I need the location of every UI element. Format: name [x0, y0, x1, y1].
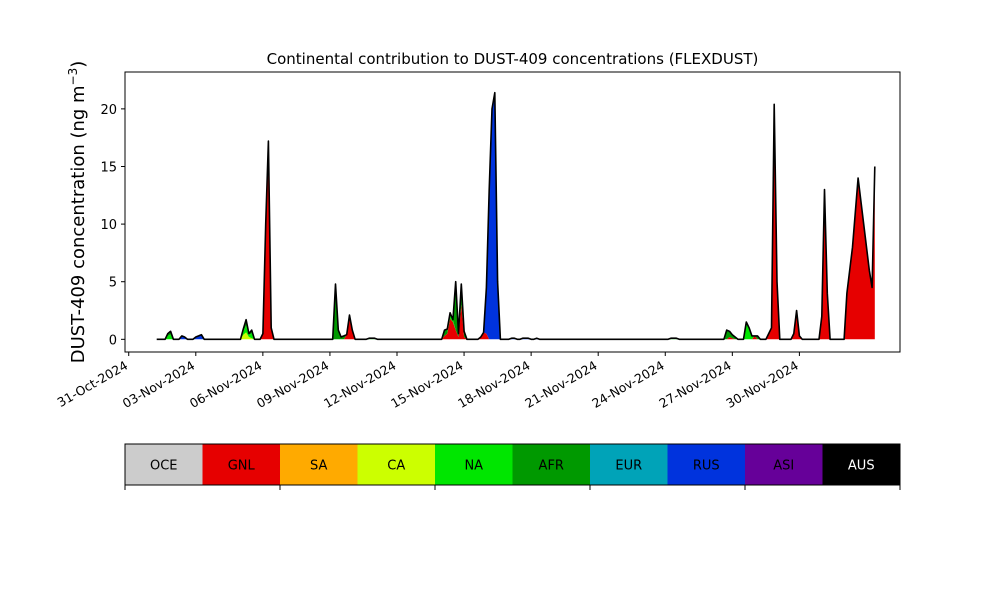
x-tick-label: 09-Nov-2024 — [254, 358, 332, 411]
y-axis-label: DUST-409 concentration (ng m−3) — [66, 61, 89, 364]
colorbar-label-rus: RUS — [693, 459, 720, 474]
y-axis-label-close: ) — [68, 61, 89, 68]
x-tick-label: 24-Nov-2024 — [589, 358, 667, 411]
y-axis: 0 5 10 15 20 — [100, 103, 125, 348]
colorbar-label-gnl: GNL — [228, 459, 256, 474]
x-tick-label: 06-Nov-2024 — [187, 358, 265, 411]
colorbar-label-asi: ASI — [773, 459, 794, 474]
x-tick-label: 31-Oct-2024 — [55, 358, 131, 410]
colorbar-label-eur: EUR — [615, 459, 642, 474]
chart-title: Continental contribution to DUST-409 con… — [267, 50, 759, 68]
colorbar-label-na: NA — [464, 459, 483, 474]
y-tick-label: 20 — [100, 103, 117, 118]
y-tick-label: 10 — [100, 218, 117, 233]
x-tick-label: 15-Nov-2024 — [388, 358, 466, 411]
colorbar-label-afr: AFR — [539, 459, 564, 474]
colorbar-cell-gnl — [202, 444, 280, 485]
colorbar-cell-aus — [822, 444, 900, 485]
x-tick-label: 12-Nov-2024 — [321, 358, 399, 411]
colorbar-cell-eur — [590, 444, 668, 485]
colorbar-cell-rus — [667, 444, 745, 485]
colorbar-label-sa: SA — [310, 459, 327, 474]
x-tick-label: 03-Nov-2024 — [120, 358, 198, 411]
y-axis-label-main: DUST-409 concentration (ng m — [68, 85, 89, 363]
colorbar-cell-asi — [745, 444, 823, 485]
x-tick-label: 18-Nov-2024 — [455, 358, 533, 411]
y-tick-label: 0 — [109, 333, 117, 348]
plot-area — [156, 91, 876, 341]
total-line — [156, 91, 876, 341]
colorbar-label-oce: OCE — [150, 459, 178, 474]
x-axis: 31-Oct-202403-Nov-202406-Nov-202409-Nov-… — [55, 352, 801, 411]
colorbar-cell-ca — [357, 444, 435, 485]
colorbar-label-aus: AUS — [848, 459, 875, 474]
x-tick-label: 21-Nov-2024 — [522, 358, 600, 411]
colorbar: OCE GNL SA CA NA AFR EUR RUS ASI AUS — [124, 443, 901, 490]
colorbar-cell-oce — [125, 444, 203, 485]
colorbar-cell-afr — [512, 444, 590, 485]
colorbar-cell-sa — [280, 444, 358, 485]
y-tick-label: 5 — [109, 276, 117, 291]
x-tick-label: 27-Nov-2024 — [656, 358, 734, 411]
x-tick-label: 30-Nov-2024 — [723, 358, 801, 411]
y-tick-label: 15 — [100, 160, 117, 175]
plot-frame — [124, 71, 901, 353]
colorbar-cell-na — [435, 444, 513, 485]
y-axis-label-exponent: −3 — [66, 68, 80, 86]
colorbar-frame — [124, 443, 901, 486]
colorbar-label-ca: CA — [387, 459, 405, 474]
